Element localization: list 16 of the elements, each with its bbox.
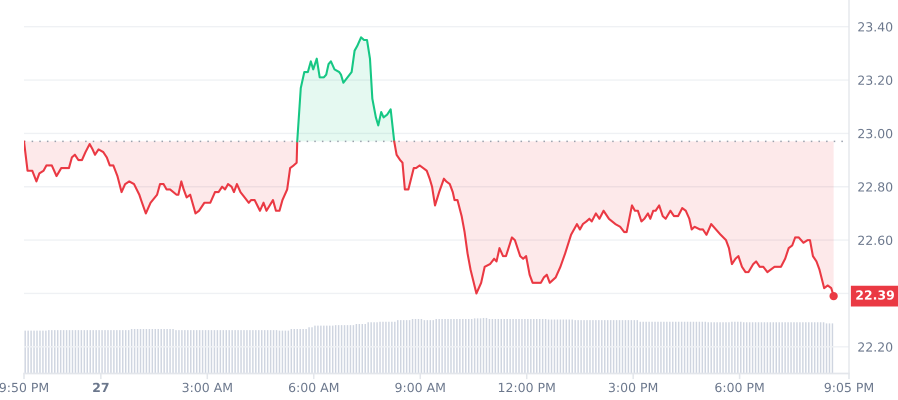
y-tick-label: 23.40 [858, 22, 892, 32]
x-tick-label: 9:00 AM [395, 382, 445, 392]
y-tick-label: 22.20 [858, 342, 892, 352]
x-tick-label: 27 [93, 382, 109, 392]
x-tick-label: 12:00 PM [498, 382, 555, 392]
x-tick-label: 9:50 PM [0, 382, 48, 392]
x-tick-label: 3:00 PM [608, 382, 658, 392]
x-tick-label: 6:00 PM [715, 382, 764, 392]
y-tick-label: 23.00 [858, 128, 892, 138]
x-tick-label: 6:00 AM [288, 382, 338, 392]
x-tick-label: 3:00 AM [182, 382, 232, 392]
annotation: 22.39 [856, 290, 894, 300]
y-tick-label: 22.80 [858, 182, 892, 192]
x-tick-label: 9:05 PM [824, 382, 873, 392]
y-tick-label: 22.60 [858, 236, 892, 246]
y-tick-label: 23.20 [858, 76, 892, 85]
